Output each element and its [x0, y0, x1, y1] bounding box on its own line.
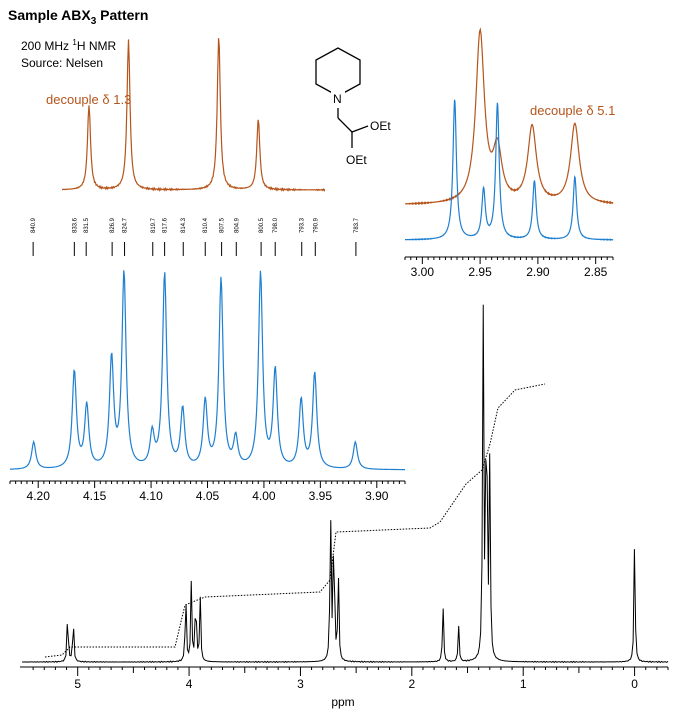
full-x-tick-label: 4 — [186, 677, 193, 691]
expansion-x-tick-label: 4.20 — [27, 489, 51, 503]
decoupled-trace — [62, 38, 325, 192]
ch-oet1-bond — [351, 125, 369, 133]
freq-label: 807.5 — [220, 217, 226, 233]
right-x-tick-label: 2.95 — [468, 265, 492, 279]
piperidine-ring — [315, 47, 361, 97]
freq-label: 783.7 — [354, 217, 360, 233]
full-x-tick-label: 3 — [297, 677, 304, 691]
decouple-right-label: decouple δ 5.1 — [530, 103, 615, 118]
integral-curve — [44, 383, 546, 658]
expansion-x-tick-label: 4.15 — [83, 489, 107, 503]
oet-label-2: OEt — [346, 153, 367, 167]
expansion-x-tick-label: 3.90 — [365, 489, 389, 503]
oet-label-1: OEt — [370, 119, 391, 133]
freq-label: 814.3 — [181, 217, 187, 233]
ch2-ch-bond — [337, 117, 353, 133]
freq-label: 817.6 — [163, 217, 169, 233]
freq-label: 840.9 — [31, 217, 37, 233]
freq-label: 826.9 — [110, 217, 116, 233]
nitrogen-label: N — [333, 92, 342, 106]
freq-label: 810.4 — [203, 217, 209, 233]
x-axis-label: ppm — [331, 695, 354, 709]
expansion-x-tick-label: 4.00 — [252, 489, 276, 503]
expansion-trace — [9, 270, 405, 471]
figure-title: Sample ABX3 Pattern — [8, 7, 148, 27]
expansion-x-tick-label: 4.10 — [139, 489, 163, 503]
source-note: Source: Nelsen — [21, 56, 103, 70]
freq-label: 819.7 — [151, 217, 157, 233]
full-x-tick-label: 5 — [74, 677, 81, 691]
full-x-tick-label: 0 — [631, 677, 638, 691]
right-x-tick-label: 3.00 — [411, 265, 435, 279]
freq-label: 798.0 — [273, 217, 279, 233]
expansion-x-tick-label: 3.95 — [309, 489, 333, 503]
instrument-note: 200 MHz 1H NMR — [21, 38, 116, 53]
right-x-tick-label: 2.90 — [526, 265, 550, 279]
right-decoupled-trace — [404, 27, 614, 206]
molecule-structure — [315, 47, 369, 148]
decouple-left-label: decouple δ 1.3 — [46, 92, 131, 107]
right-normal-trace — [404, 99, 614, 241]
freq-label: 831.5 — [84, 217, 90, 233]
right-x-tick-label: 2.85 — [584, 265, 608, 279]
expansion-x-tick-label: 4.05 — [196, 489, 220, 503]
freq-label: 800.5 — [259, 217, 265, 233]
freq-label: 833.6 — [72, 217, 78, 233]
full-x-tick-label: 1 — [520, 677, 527, 691]
full-x-tick-label: 2 — [408, 677, 415, 691]
freq-label: 824.7 — [123, 217, 129, 233]
freq-label: 790.9 — [313, 217, 319, 233]
freq-label: 804.9 — [234, 217, 240, 233]
freq-label: 793.3 — [300, 217, 306, 233]
full-spectrum-trace — [21, 304, 669, 664]
